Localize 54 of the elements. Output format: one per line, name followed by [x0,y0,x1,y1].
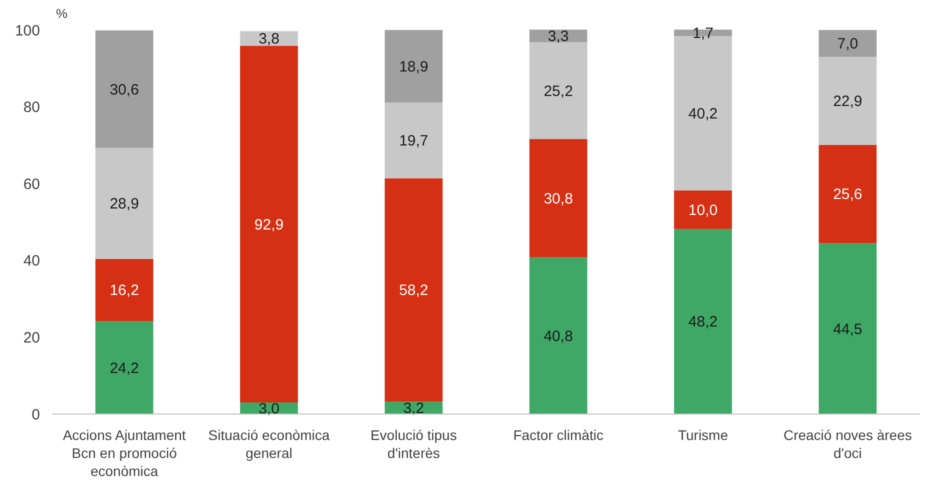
y-axis-title: % [56,6,68,21]
y-tick-label: 20 [23,329,40,346]
data-label: 7,0 [837,36,858,53]
data-label: 30,8 [544,190,573,208]
bar [384,178,443,402]
data-label: 3,3 [548,28,569,46]
data-label: 3,8 [258,30,280,48]
data-label: 3,2 [403,400,424,418]
bar [95,321,154,414]
data-label: 16,2 [110,282,139,300]
data-label: 24,2 [110,360,139,377]
data-label: 40,2 [688,106,718,123]
y-tick-label: 0 [32,406,40,424]
data-label: 40,8 [544,328,573,345]
data-label: 48,2 [688,314,718,331]
bar [384,102,443,178]
bar [818,30,877,57]
bar [818,56,877,145]
bar [529,139,588,258]
data-label: 25,2 [544,82,573,100]
data-label: 1,7 [692,25,714,42]
y-tick-label: 60 [23,176,40,193]
bar [240,46,298,402]
bar [529,30,588,42]
x-tick-label: Creació noves àrees d'oci [783,427,912,461]
data-label: 18,9 [399,58,428,76]
bar [95,258,154,322]
data-label: 28,9 [110,196,139,213]
bar [95,148,154,259]
bar [529,257,588,414]
data-label: 44,5 [833,320,862,338]
x-tick-label: Situació econòmica general [208,427,330,461]
bar [674,228,732,414]
bar [529,42,588,140]
x-tick-label: Evolució tipus d'interès [370,427,457,461]
data-label: 19,7 [399,132,428,150]
data-label: 58,2 [399,282,428,300]
data-label: 3,0 [258,400,280,418]
x-tick-label: Turisme [678,427,728,443]
data-label: 10,0 [688,202,718,219]
bar [674,190,732,229]
bar [818,243,877,414]
y-tick-label: 100 [14,22,40,40]
x-tick-label: Accions Ajuntament Bcn en promoció econòmica [62,427,186,479]
y-tick-label: 40 [23,252,40,270]
x-tick-label: Factor climàtic [513,427,604,443]
data-label: 92,9 [254,216,284,234]
bar [95,30,154,148]
data-label: 25,6 [833,186,862,204]
data-label: 30,6 [110,81,139,98]
y-tick-label: 80 [23,99,40,116]
bar [818,144,877,244]
bar [384,30,443,103]
data-label: 22,9 [833,93,862,110]
